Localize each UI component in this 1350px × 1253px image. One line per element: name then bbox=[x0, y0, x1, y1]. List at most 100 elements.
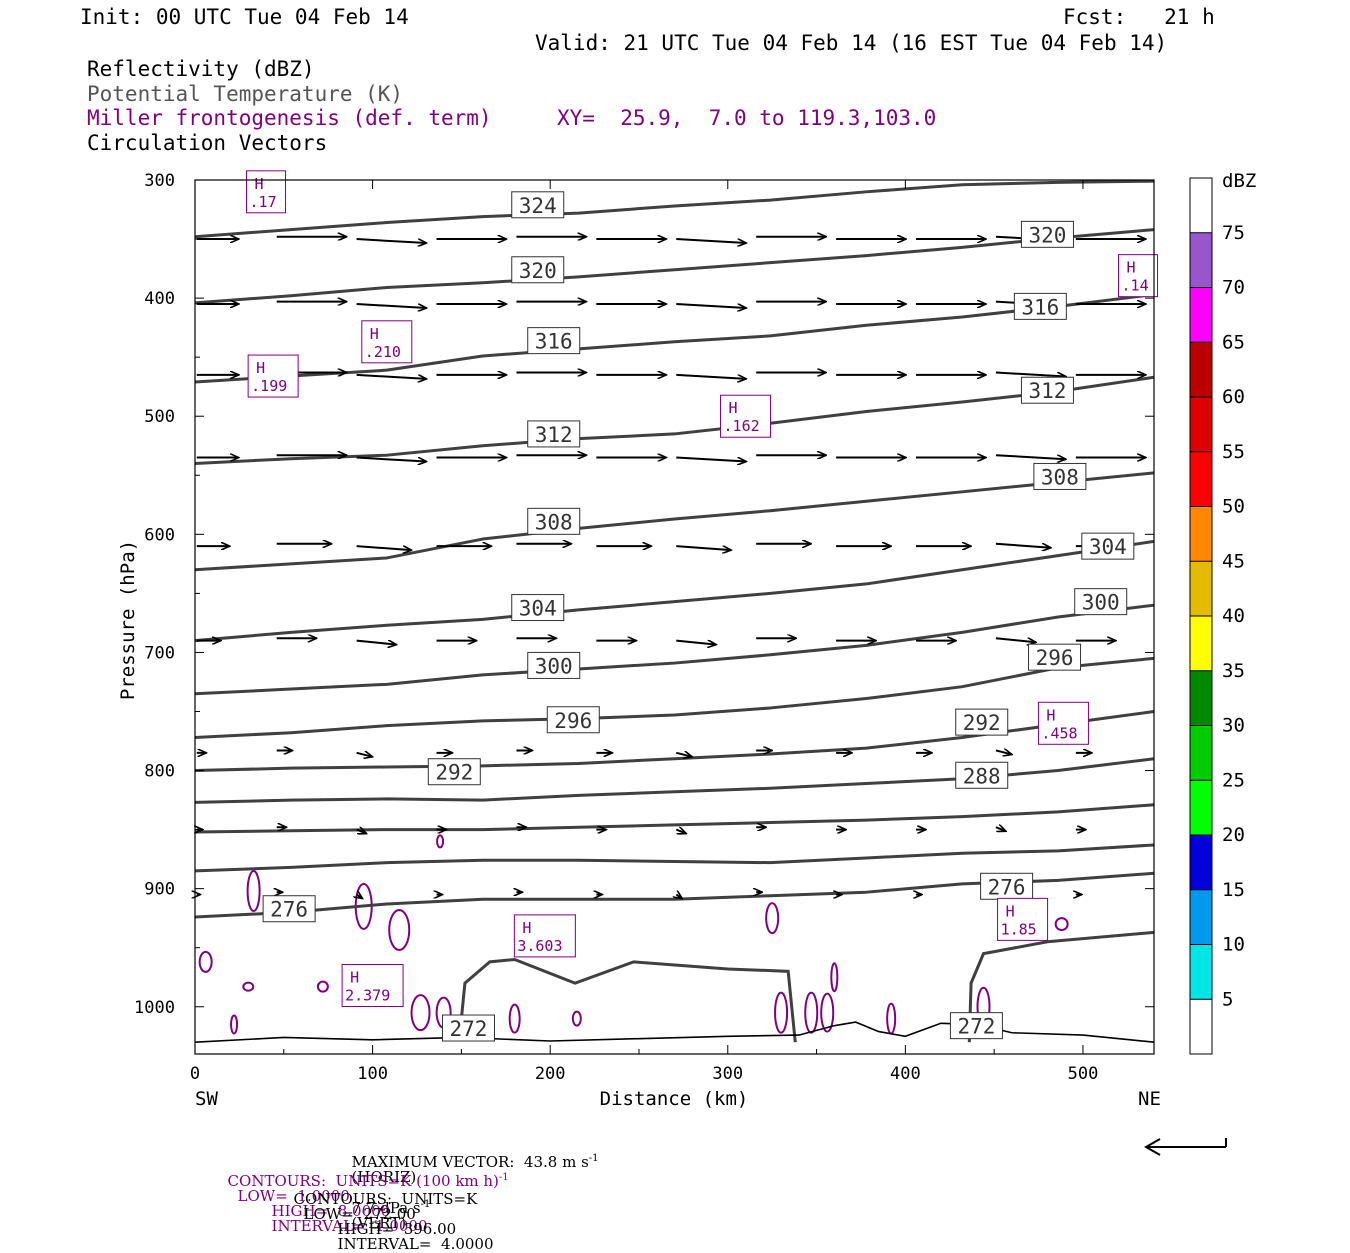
theta-contour-line bbox=[194, 710, 1155, 773]
theta-contour-line bbox=[194, 179, 1155, 239]
theta-contour-line bbox=[194, 603, 1155, 696]
theta-label-box bbox=[511, 594, 565, 622]
colorbar-swatch bbox=[1190, 451, 1212, 507]
colorbar-label: 10 bbox=[1222, 934, 1245, 956]
frontogenesis-max-box bbox=[513, 914, 576, 958]
circulation-vector bbox=[356, 456, 427, 462]
circulation-vector bbox=[676, 456, 746, 462]
x-tick-label: 200 bbox=[535, 1064, 566, 1084]
theta-label: 276 bbox=[270, 898, 308, 922]
x-tick-label: 300 bbox=[712, 1064, 743, 1084]
theta-label-box bbox=[262, 895, 316, 923]
theta-contour-line bbox=[194, 757, 1155, 804]
colorbar-swatch bbox=[1190, 342, 1212, 397]
theta-label-box bbox=[1074, 588, 1128, 616]
frontogenesis-max-box bbox=[246, 170, 287, 214]
theta-label: 324 bbox=[519, 194, 557, 218]
theta-label: 304 bbox=[519, 597, 557, 621]
theta-label-box bbox=[955, 708, 1009, 736]
field-reflectivity-title: Reflectivity (dBZ) bbox=[87, 57, 315, 81]
frontogenesis-contour bbox=[242, 981, 255, 992]
colorbar-label: 15 bbox=[1222, 879, 1245, 901]
frontogenesis-max-box bbox=[720, 394, 772, 438]
theta-label-box bbox=[1020, 220, 1074, 248]
field-theta-title: Potential Temperature (K) bbox=[87, 82, 404, 106]
frontogenesis-max-marker: H bbox=[255, 175, 264, 193]
circulation-vectors bbox=[197, 237, 1146, 899]
colorbar-label: 30 bbox=[1222, 715, 1245, 737]
y-axis-label: Pressure (hPa) bbox=[117, 540, 139, 700]
colorbar-swatch bbox=[1190, 506, 1212, 562]
colorbar-label: 55 bbox=[1222, 441, 1245, 463]
frontogenesis-contour bbox=[804, 991, 819, 1034]
frontogenesis-max-marker: H bbox=[1006, 902, 1015, 920]
theta-label-box bbox=[1033, 462, 1087, 490]
colorbar-label: 60 bbox=[1222, 386, 1245, 408]
frontogenesis-contour bbox=[765, 902, 780, 935]
x-tick-label: 500 bbox=[1068, 1064, 1099, 1084]
circulation-vector bbox=[676, 545, 731, 550]
terrain-line bbox=[194, 1021, 1155, 1043]
circulation-vector bbox=[995, 637, 1036, 642]
colorbar-label: 35 bbox=[1222, 660, 1245, 682]
forecast-hour: Fcst: 21 h bbox=[1063, 5, 1215, 29]
frontogenesis-max-value: .14 bbox=[1122, 277, 1149, 295]
theta-contour-line bbox=[194, 539, 1155, 643]
theta-label-box bbox=[511, 256, 565, 284]
theta-contour-line bbox=[459, 957, 797, 1043]
cross-section-endpoints: XY= 25.9, 7.0 to 119.3,103.0 bbox=[557, 106, 937, 130]
theta-label-box bbox=[441, 1014, 495, 1042]
circulation-vector bbox=[676, 303, 746, 308]
circulation-vector bbox=[356, 545, 412, 550]
colorbar-swatch bbox=[1190, 670, 1212, 726]
y-tick-label: 600 bbox=[144, 525, 175, 545]
theta-label: 276 bbox=[988, 875, 1026, 899]
colorbar-label: 40 bbox=[1222, 605, 1245, 627]
theta-label-box bbox=[546, 706, 600, 734]
colorbar-swatch bbox=[1190, 835, 1212, 890]
colorbar-swatch bbox=[1190, 287, 1212, 343]
theta-label: 316 bbox=[535, 330, 573, 354]
x-tick-label: 0 bbox=[190, 1064, 200, 1084]
frontogenesis-contour bbox=[571, 1010, 582, 1027]
circulation-vector bbox=[676, 895, 682, 899]
frontogenesis-contour bbox=[316, 980, 329, 993]
colorbar-label: 65 bbox=[1222, 331, 1245, 353]
circulation-vector bbox=[676, 373, 746, 379]
valid-time: Valid: 21 UTC Tue 04 Feb 14 (16 EST Tue … bbox=[535, 31, 1168, 55]
front-contour-units: CONTOURS: UNITS=K (100 km h) bbox=[227, 1172, 499, 1190]
theta-contour-info: CONTOURS: UNITS=K LOW= 272.00 HIGH= 396.… bbox=[284, 1177, 494, 1252]
theta-label: 272 bbox=[450, 1017, 488, 1041]
theta-label: 296 bbox=[1036, 646, 1074, 670]
colorbar-swatch bbox=[1190, 780, 1212, 835]
axes: 0 100 200 300 400 500 300 400 500 600 700 800 900 100… bbox=[134, 171, 1154, 1084]
circulation-vector bbox=[676, 639, 716, 645]
frontogenesis-max-box bbox=[1118, 254, 1159, 298]
vector-scale-value: MAXIMUM VECTOR: 43.8 m s bbox=[351, 1153, 589, 1171]
x-axis-label: Distance (km) bbox=[600, 1088, 749, 1110]
circulation-vector bbox=[995, 454, 1066, 459]
colorbar-swatch bbox=[1190, 616, 1212, 671]
frontogenesis-max-value: 2.379 bbox=[345, 986, 390, 1004]
circulation-vector bbox=[357, 895, 363, 899]
theta-contour-line bbox=[194, 228, 1155, 305]
theta-contour-line bbox=[194, 843, 1155, 873]
frontogenesis-contour bbox=[886, 1002, 897, 1035]
theta-contour-line bbox=[194, 656, 1155, 739]
colorbar-swatch bbox=[1190, 944, 1212, 1000]
colorbar-swatch bbox=[1190, 725, 1212, 781]
frontogenesis-contour bbox=[388, 908, 411, 951]
circulation-vector bbox=[356, 303, 427, 308]
circulation-vector bbox=[995, 371, 1066, 377]
colorbar-swatch bbox=[1190, 397, 1212, 452]
frontogenesis-max-box bbox=[997, 897, 1049, 941]
frontogenesis-contour bbox=[774, 991, 789, 1034]
theta-label-box bbox=[527, 651, 581, 679]
frontogenesis-contour bbox=[820, 992, 835, 1033]
theta-label: 308 bbox=[535, 510, 573, 534]
theta-label: 312 bbox=[1028, 379, 1066, 403]
colorbar-swatch bbox=[1190, 889, 1212, 945]
theta-label: 272 bbox=[957, 1015, 995, 1039]
theta-label-box bbox=[955, 761, 1009, 789]
colorbar-unit: dBZ bbox=[1222, 170, 1256, 192]
